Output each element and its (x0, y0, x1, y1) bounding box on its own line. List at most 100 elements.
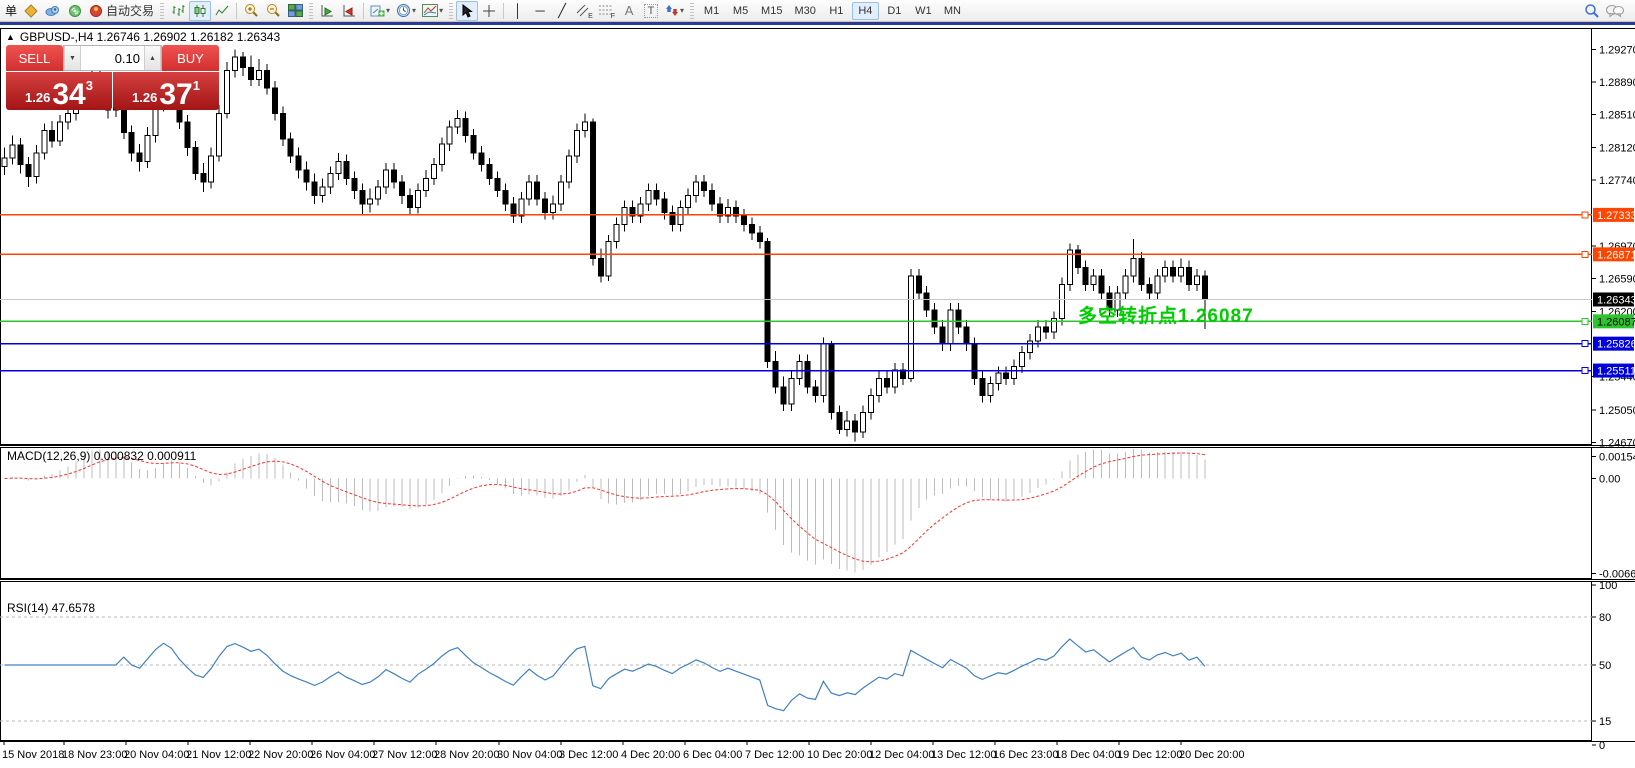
time-label: 4 Dec 20:00 (621, 749, 680, 761)
timeframe-button-h1[interactable]: H1 (829, 4, 844, 17)
fibo-sub-label: F (610, 12, 616, 20)
chat-icon[interactable] (1603, 1, 1627, 21)
auto-scroll-icon[interactable] (316, 1, 338, 21)
chart-window-border (0, 22, 1635, 25)
candle (629, 206, 636, 217)
candle (335, 160, 342, 174)
zoom-out-icon[interactable] (262, 1, 284, 21)
candle (9, 144, 16, 159)
price-tick-label: 1.28510 (1599, 109, 1635, 121)
rsi-tick-label: 80 (1599, 612, 1611, 624)
candle (502, 189, 509, 205)
candle (414, 189, 421, 208)
new-order-button[interactable]: 单 (5, 4, 18, 18)
timeframe-button-w1[interactable]: W1 (915, 4, 932, 17)
templates-button[interactable]: ▾ (419, 1, 446, 21)
timeframe-group: M1 M5 M15 M30 H1 H4 D1 W1 MN (697, 1, 967, 20)
macd-signal-line (4, 452, 1206, 563)
candle (645, 189, 652, 205)
signal-icon[interactable] (64, 1, 86, 21)
candle (899, 369, 906, 379)
volume-increase-button[interactable]: ▲ (144, 46, 161, 70)
candle (740, 215, 747, 226)
candle (756, 232, 763, 243)
candle (669, 212, 676, 226)
candle (581, 121, 588, 132)
timeframe-button-mn[interactable]: MN (943, 4, 961, 17)
candle (391, 169, 398, 183)
price-tag-label: 1.25826 (1597, 339, 1635, 351)
timeframe-button-h4[interactable]: H4 (851, 1, 879, 20)
new-chart-button[interactable]: ▾ (367, 1, 393, 21)
text-label-tool[interactable]: T (640, 1, 662, 21)
volume-decrease-button[interactable]: ▼ (64, 46, 81, 70)
time-label: 19 Dec 12:00 (1117, 749, 1182, 761)
time-label: 15 Nov 2018 (2, 749, 64, 761)
timeframe-button-m15[interactable]: M15 (761, 4, 783, 17)
trendline-icon[interactable]: ╱ (558, 3, 566, 18)
crosshair-icon[interactable] (478, 1, 500, 21)
hline-anchor (1581, 250, 1589, 258)
line-chart-icon[interactable] (211, 1, 233, 21)
cursor-icon[interactable] (456, 0, 479, 21)
market-icon[interactable] (20, 1, 42, 21)
horizontal-line-icon[interactable]: ─ (535, 3, 545, 18)
timeframe-button-m5[interactable]: M5 (732, 4, 749, 17)
candle (542, 198, 549, 214)
rsi-line (4, 638, 1206, 712)
text-tool[interactable]: A (624, 3, 634, 18)
volume-input[interactable] (81, 46, 144, 70)
candle (820, 343, 827, 396)
autotrading-button[interactable]: 自动交易 (86, 1, 157, 21)
time-label: 3 Dec 12:00 (559, 749, 618, 761)
price-axis[interactable]: 1.292701.288901.285101.281201.277401.269… (1592, 44, 1635, 449)
candle (1098, 275, 1105, 294)
rsi-tick-label: 15 (1599, 716, 1611, 728)
periods-button[interactable]: ▾ (393, 1, 419, 21)
zoom-in-icon[interactable] (240, 1, 262, 21)
candle (128, 131, 135, 154)
candlestick-chart-icon[interactable] (189, 0, 212, 21)
tile-windows-icon[interactable] (284, 1, 306, 21)
candle (550, 203, 557, 214)
vertical-line-icon[interactable]: │ (514, 3, 523, 18)
time-label: 16 Dec 23:00 (993, 749, 1058, 761)
candle (247, 66, 254, 80)
buy-price-box[interactable]: 1.26 37 1 (113, 72, 219, 110)
arrows-tool[interactable]: ▾ (662, 1, 687, 21)
chart-shift-icon[interactable] (338, 1, 360, 21)
candle (891, 369, 898, 388)
candle (1011, 365, 1018, 379)
sell-price-box[interactable]: 1.26 34 3 (6, 72, 112, 110)
macd-tick-label: 0.00 (1599, 474, 1620, 486)
bar-chart-icon[interactable] (167, 1, 189, 21)
fibonacci-icon[interactable]: F (596, 1, 618, 21)
collapse-triangle-icon[interactable]: ▲ (6, 32, 15, 42)
candle (200, 172, 207, 183)
sell-button[interactable]: SELL (6, 45, 63, 71)
timeframe-button-m30[interactable]: M30 (794, 4, 816, 17)
candle (589, 121, 596, 260)
chevron-down-icon: ▾ (412, 6, 417, 15)
candle (1201, 275, 1208, 300)
pivot-annotation[interactable]: 多空转折点1.26087 (1078, 306, 1254, 327)
candle (1186, 266, 1193, 285)
community-icon[interactable] (42, 1, 64, 21)
timeframe-button-d1[interactable]: D1 (887, 4, 902, 17)
candle (796, 360, 803, 379)
buy-button[interactable]: BUY (162, 45, 219, 71)
equidistant-channel-icon[interactable]: E (573, 1, 596, 21)
candle (399, 181, 405, 196)
candle (343, 160, 350, 179)
candle (613, 224, 620, 243)
label-tool-glyph: T (643, 3, 659, 18)
timeframe-button-m1[interactable]: M1 (703, 4, 720, 17)
time-label: 7 Dec 12:00 (745, 749, 804, 761)
candle (17, 144, 24, 166)
rsi-tick-label: 50 (1599, 660, 1611, 672)
hline-anchor (1581, 367, 1589, 375)
search-icon[interactable] (1581, 1, 1603, 21)
candle (836, 412, 843, 431)
